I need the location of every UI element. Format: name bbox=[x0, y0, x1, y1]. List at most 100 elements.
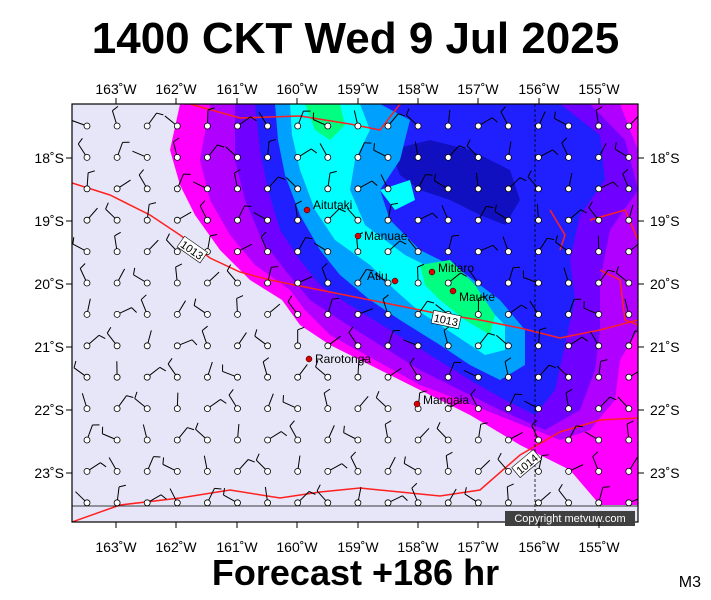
lon-label: 157˚W bbox=[457, 539, 499, 555]
wind-barb bbox=[264, 265, 279, 287]
wind-barb bbox=[294, 148, 318, 161]
wind-barb bbox=[624, 298, 633, 318]
wind-barb bbox=[172, 137, 181, 161]
wind-barb bbox=[73, 360, 91, 381]
wind-barb bbox=[348, 326, 362, 350]
wind-barb bbox=[535, 204, 542, 224]
wind-barb bbox=[464, 487, 482, 507]
wind-barb bbox=[495, 334, 512, 350]
wind-barb bbox=[294, 326, 305, 350]
wind-barb bbox=[258, 112, 272, 130]
wind-barb bbox=[354, 396, 369, 413]
wind-barb bbox=[75, 491, 91, 507]
wind-barb bbox=[83, 207, 98, 224]
wind-barb bbox=[313, 242, 332, 256]
wind-barb bbox=[106, 326, 121, 350]
wind-barb bbox=[113, 361, 121, 381]
isobar-line-1013-north bbox=[189, 104, 401, 131]
wind-barb bbox=[350, 451, 362, 475]
wind-barb bbox=[373, 143, 392, 161]
wind-barb bbox=[173, 392, 181, 413]
lon-label: 160˚W bbox=[276, 539, 318, 555]
wind-barb bbox=[264, 431, 288, 444]
wind-barb bbox=[225, 146, 241, 161]
wind-barb bbox=[625, 371, 638, 381]
wind-barb bbox=[255, 453, 272, 475]
wind-barb bbox=[384, 329, 401, 350]
wind-barb bbox=[113, 484, 126, 507]
wind-barb bbox=[625, 243, 638, 256]
isobar-line-east bbox=[549, 209, 638, 326]
wind-barb bbox=[234, 332, 247, 350]
wind-barb bbox=[264, 393, 274, 413]
lon-label: 156˚W bbox=[518, 81, 560, 97]
wind-barb bbox=[264, 139, 276, 161]
wind-barb bbox=[83, 462, 107, 475]
wind-barb bbox=[374, 273, 392, 287]
lat-labels-left: 18˚S 19˚S 20˚S 21˚S 22˚S 23˚S bbox=[34, 150, 64, 481]
wind-barb bbox=[294, 491, 316, 507]
wind-barb bbox=[444, 110, 452, 130]
lat-label: 21˚S bbox=[34, 339, 64, 355]
wind-barb bbox=[556, 365, 572, 381]
svg-text:Mauke: Mauke bbox=[459, 290, 495, 304]
wind-barb bbox=[262, 357, 272, 381]
wind-barb bbox=[565, 336, 588, 350]
wind-barb bbox=[535, 491, 551, 507]
wind-barb bbox=[173, 427, 195, 444]
wind-barb bbox=[173, 339, 198, 350]
wind-barb bbox=[474, 422, 488, 444]
wind-barb bbox=[444, 451, 453, 475]
wind-barb bbox=[201, 325, 211, 350]
wind-barb bbox=[294, 200, 302, 224]
wind-barb bbox=[414, 300, 435, 318]
map-title: 1400 CKT Wed 9 Jul 2025 bbox=[91, 14, 620, 63]
wind-barb bbox=[504, 304, 528, 318]
wind-barb bbox=[444, 399, 463, 413]
wind-barb bbox=[234, 424, 241, 444]
wind-barb bbox=[595, 235, 603, 256]
wind-barb bbox=[254, 329, 272, 350]
wind-barb bbox=[162, 457, 181, 475]
wind-barb bbox=[504, 266, 521, 287]
lat-labels-right: 18˚S 19˚S 20˚S 21˚S 22˚S 23˚S bbox=[650, 150, 680, 481]
wind-barb bbox=[289, 420, 302, 444]
svg-text:Manuae: Manuae bbox=[364, 229, 408, 243]
wind-barb bbox=[234, 243, 252, 256]
wind-barb bbox=[565, 425, 584, 444]
wind-barb bbox=[382, 294, 392, 318]
wind-barb bbox=[343, 425, 362, 444]
wind-barb bbox=[474, 205, 494, 224]
wind-barb bbox=[324, 208, 346, 224]
wind-barb bbox=[264, 176, 286, 193]
wind-barb bbox=[199, 200, 211, 224]
wind-barb bbox=[535, 364, 556, 381]
wind-barb bbox=[294, 276, 313, 287]
wind-barb bbox=[81, 393, 91, 413]
lon-label: 161˚W bbox=[216, 81, 258, 97]
wind-barb bbox=[113, 141, 130, 161]
town-aitutaki: Aitutaki bbox=[303, 198, 352, 214]
wind-barb bbox=[625, 204, 634, 224]
lon-label: 163˚W bbox=[95, 539, 137, 555]
wind-barb bbox=[555, 235, 572, 256]
wind-barb bbox=[524, 400, 542, 413]
wind-barb bbox=[384, 456, 396, 475]
lon-label: 161˚W bbox=[216, 539, 258, 555]
lon-label: 155˚W bbox=[578, 81, 620, 97]
map-frame bbox=[71, 103, 639, 523]
wind-barb bbox=[565, 173, 573, 193]
isobar-label-1013-central: 1013 bbox=[430, 309, 462, 329]
wind-barb bbox=[143, 112, 164, 130]
wind-barb bbox=[324, 335, 341, 350]
wind-barb bbox=[558, 483, 572, 507]
lat-label: 20˚S bbox=[650, 276, 680, 292]
wind-barb bbox=[497, 452, 512, 475]
wind-barb bbox=[441, 205, 452, 224]
wind-barb bbox=[323, 388, 332, 413]
wind-barb bbox=[463, 369, 482, 381]
svg-text:Copyright metvuw.com: Copyright metvuw.com bbox=[514, 513, 625, 525]
wind-barb bbox=[617, 396, 633, 413]
wind-barb bbox=[535, 454, 549, 475]
wind-barb bbox=[535, 111, 546, 130]
